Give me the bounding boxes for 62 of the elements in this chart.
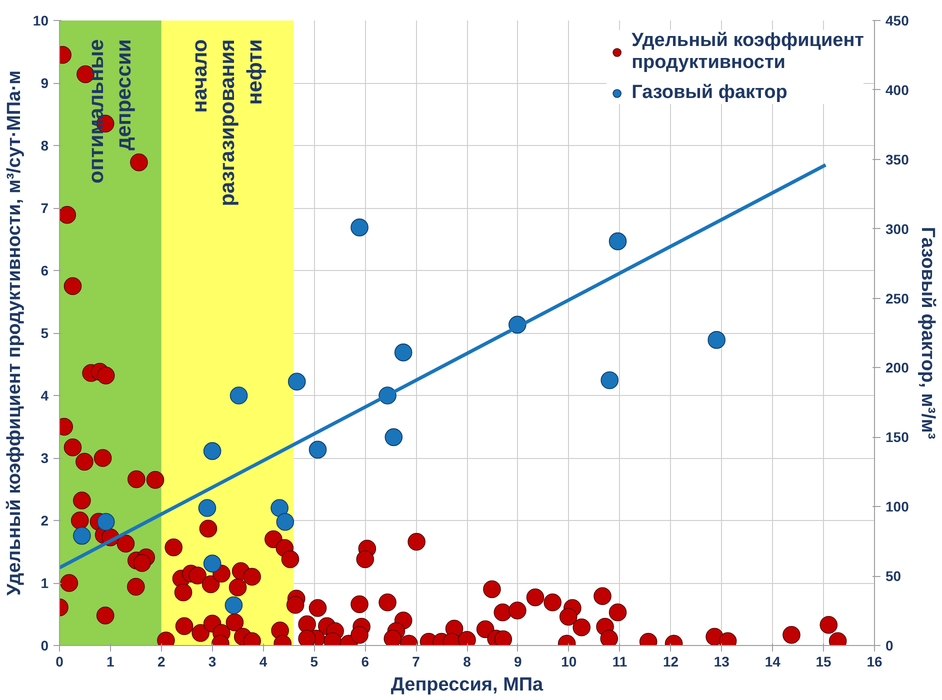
- y2-tick-label: 350: [886, 151, 910, 168]
- y-tick-label: 7: [40, 200, 49, 216]
- y2-tick-label: 100: [886, 498, 910, 515]
- x-tick-label: 15: [816, 654, 832, 670]
- y-tick-label: 6: [40, 262, 49, 278]
- point: [230, 386, 248, 404]
- x-tick-label: 0: [56, 654, 64, 670]
- x-tick-label: 12: [662, 654, 679, 670]
- y-tick-label: 3: [40, 450, 49, 466]
- point: [708, 331, 726, 349]
- x-tick-label: 13: [714, 654, 730, 670]
- point: [96, 513, 115, 531]
- point: [276, 513, 294, 531]
- band-label: оптимальные депрессии: [85, 39, 136, 184]
- y-tick-label: 0: [40, 638, 49, 654]
- y2-axis-title: Газовый фактор, м³/м³: [916, 226, 938, 440]
- y2-tick-label: 450: [886, 12, 910, 28]
- legend-label: Газовый фактор: [632, 82, 788, 104]
- y-tick-label: 4: [40, 388, 49, 404]
- point: [203, 554, 222, 572]
- y-axis-title: Удельный коэффициент продуктивности, м³/сут·МПа·м: [4, 70, 25, 596]
- point: [224, 596, 243, 614]
- y2-tick-label: 250: [886, 290, 910, 306]
- x-tick-label: 5: [310, 654, 318, 670]
- y2-tick-label: 0: [886, 638, 894, 654]
- point: [288, 372, 306, 390]
- y-tick-label: 9: [40, 75, 49, 91]
- x-tick-label: 8: [463, 654, 472, 670]
- y-tick-label: 10: [32, 12, 49, 28]
- band-label: начало разгазирования нефти: [188, 39, 267, 206]
- y2-tick-label: 150: [886, 429, 910, 446]
- point: [198, 499, 216, 517]
- point: [203, 442, 222, 460]
- x-tick-label: 14: [764, 654, 781, 670]
- x-tick-label: 2: [157, 654, 166, 670]
- point: [394, 344, 412, 362]
- x-tick-label: 10: [561, 654, 577, 670]
- x-tick-label: 16: [866, 654, 882, 670]
- x-tick-label: 4: [259, 654, 268, 670]
- point: [73, 526, 91, 545]
- x-tick-label: 3: [208, 654, 216, 670]
- y2-tick-label: 50: [886, 568, 902, 584]
- y-tick-label: 1: [40, 575, 49, 591]
- point: [600, 371, 619, 390]
- y2-tick-label: 300: [886, 220, 910, 237]
- legend-label: Удельный коэффициент продуктивности: [632, 30, 864, 74]
- y-tick-label: 8: [40, 138, 49, 154]
- y2-tick-label: 200: [886, 360, 910, 376]
- x-axis-title: Депрессия, МПа: [390, 674, 544, 696]
- y-tick-label: 2: [40, 512, 49, 528]
- point: [608, 232, 627, 250]
- point: [308, 440, 327, 459]
- point: [270, 499, 288, 517]
- point: [384, 428, 403, 446]
- x-tick-label: 11: [612, 654, 628, 670]
- x-tick-label: 6: [361, 654, 370, 670]
- y-tick-label: 5: [40, 325, 49, 341]
- x-tick-label: 9: [514, 654, 522, 670]
- y2-tick-label: 400: [886, 82, 910, 98]
- x-tick-label: 7: [412, 654, 420, 670]
- point: [350, 218, 368, 236]
- x-tick-label: 1: [106, 654, 115, 670]
